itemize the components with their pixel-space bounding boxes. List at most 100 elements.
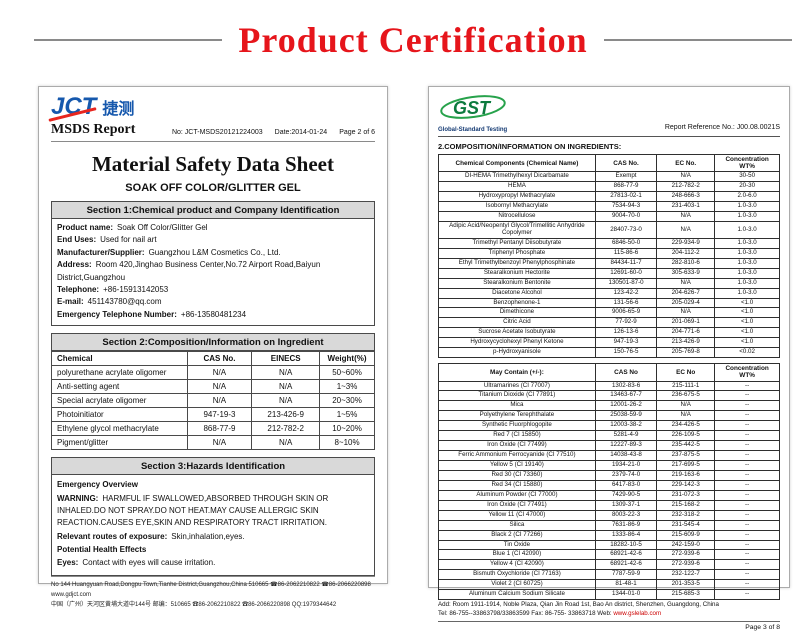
field-row: Relevant routes of exposure: Skin,inhalat… — [57, 531, 369, 543]
table-cell: Isobornyl Methacrylate — [438, 201, 596, 213]
table-cell: Hydroxypropyl Methacrylate — [438, 191, 596, 203]
table-cell: Iron Oxide (CI 77499) — [438, 440, 596, 452]
column-header: Chemical — [51, 351, 188, 367]
table-cell: 305-633-9 — [656, 267, 716, 279]
field-label: Product name: — [57, 223, 114, 232]
table-row: Adipic Acid/Neopentyl Glycol/Trimellitic… — [438, 221, 780, 239]
field-value: Used for nail art — [100, 235, 157, 245]
table-cell: Yellow 4 (CI 42090) — [438, 559, 596, 571]
column-header: May Contain (+/-): — [438, 363, 596, 382]
table-cell: N/A — [251, 365, 321, 381]
table-row: Titanium Dioxide (CI 77891) 13463-67-7 236… — [438, 390, 780, 402]
report-reference: Report Reference No.: J00.08.0021S — [664, 124, 780, 131]
table-cell: 9006-65-9 — [594, 307, 658, 319]
table-cell: 205-769-8 — [656, 347, 716, 359]
column-header: EC No. — [656, 153, 716, 173]
table-row: Mica 12001-26-2 N/A -- — [438, 400, 780, 412]
right-doc-footer: Add: Room 1911-1914, Noble Plaza, Qian J… — [438, 600, 780, 633]
table-cell: 77-92-9 — [594, 317, 658, 329]
table-cell: 1~5% — [319, 407, 375, 423]
field-row: End Uses: Used for nail art — [57, 234, 369, 246]
gst-logo-text: GST — [453, 98, 492, 118]
table-row: Ultramarines (CI 77007) 1302-83-6 215-111-… — [438, 380, 780, 392]
table-cell: 947-19-3 — [594, 337, 658, 349]
table-body: Ultramarines (CI 77007) 1302-83-6 215-111-… — [438, 380, 780, 601]
table-row: Isobornyl Methacrylate 7534-94-3 231-403-1… — [438, 201, 780, 213]
table-cell: 68921-42-6 — [594, 549, 658, 561]
table-header-row: Chemical CAS No. EINECS Weight(%) — [51, 351, 375, 367]
field-row: WARNING: HARMFUL IF SWALLOWED,ABSORBED TH… — [57, 493, 369, 530]
table-cell: 947-19-3 — [186, 407, 253, 423]
gst-logo-swoosh: GST — [440, 95, 506, 119]
table-cell: Photoinitiator — [51, 407, 188, 423]
table-cell: 1.0-3.0 — [714, 237, 780, 249]
table-cell: N/A — [656, 221, 716, 239]
field-row: Eyes: Contact with eyes will cause irrita… — [57, 557, 369, 569]
table-cell: Sucrose Acetate Isobutyrate — [438, 327, 596, 339]
table-cell: N/A — [251, 393, 321, 409]
table-cell: 868-77-9 — [594, 181, 658, 193]
column-header: CAS No — [594, 363, 658, 382]
table-cell: -- — [714, 509, 780, 521]
table-cell: Iron Oxide (CI 77491) — [438, 499, 596, 511]
table-cell: Yellow 11 (CI 47000) — [438, 509, 596, 521]
table-cell: Black 2 (CI 77266) — [438, 529, 596, 541]
field-label: Manufacturer/Supplier: — [57, 247, 145, 257]
table-cell: 18282-10-5 — [594, 539, 658, 551]
table-cell: -- — [714, 519, 780, 531]
footer-tel: Tel: 86-755--33863798/33863599 Fax: 86-7… — [438, 610, 612, 618]
table-cell: 2379-74-0 — [594, 469, 658, 481]
table-cell: -- — [714, 529, 780, 541]
table-cell: 282-810-6 — [656, 257, 716, 269]
table-cell: 25038-59-9 — [594, 410, 658, 422]
table-cell: 204-112-2 — [656, 247, 716, 259]
field-value: Skin,inhalation,eyes. — [171, 531, 245, 541]
table-cell: polyurethane acrylate oligomer — [51, 365, 188, 381]
table-row: Blue 1 (CI 42090) 68921-42-6 272-939-6 -- — [438, 549, 780, 561]
table-cell: p-Hydroxyanisole — [438, 347, 596, 359]
table-body: DI-HEMA Trimethylhexyl Dicarbamate Exempt… — [438, 171, 780, 359]
table-cell: -- — [714, 539, 780, 551]
table-cell: -- — [714, 380, 780, 392]
column-header: EINECS — [251, 351, 321, 367]
table-cell: 1.0-3.0 — [714, 211, 780, 223]
table-cell: -- — [714, 589, 780, 601]
table-cell: 115-86-6 — [594, 247, 658, 259]
table-cell: Polyethylene Terephthalate — [438, 410, 596, 422]
table-row: Ethyl Trimethylbenzoyl Phenylphosphinate… — [438, 257, 780, 269]
field-value: Guangzhou L&M Cosmetics Co., Ltd. — [148, 247, 281, 257]
column-header: CAS No. — [594, 153, 658, 173]
table-row: Violet 2 (CI 60725) 81-48-1 201-353-5 -- — [438, 579, 780, 591]
table-cell: 1934-21-0 — [594, 460, 658, 471]
table-row: Stearalkonium Bentonite 130501-87-0 N/A 1.0… — [438, 277, 780, 289]
table-cell: 201-069-1 — [656, 317, 716, 329]
table-cell: 8003-22-3 — [594, 509, 658, 521]
table-cell: 215-168-2 — [656, 499, 716, 511]
table-header-row: May Contain (+/-): CAS No EC No Concentrati… — [438, 363, 780, 382]
field-value: 451143780@qq.com — [87, 297, 162, 307]
left-doc-footer: No 144 Huangyuan Road,Dongpu Town,Tianhe… — [51, 575, 375, 611]
table-cell: 6846-50-0 — [594, 237, 658, 249]
table-row: Special acrylate oligomer N/A N/A 20~30% — [51, 393, 375, 409]
table-row: Triphenyl Phosphate 115-86-6 204-112-2 1.0-… — [438, 247, 780, 259]
logo-block: JCT 捷测 MSDS Report — [51, 95, 135, 138]
table-cell: N/A — [656, 277, 716, 289]
table-cell: -- — [714, 450, 780, 461]
table-row: Hydroxypropyl Methacrylate 27813-02-1 248-… — [438, 191, 780, 203]
field-row: Emergency Overview — [57, 479, 369, 491]
table-cell: Stearalkonium Bentonite — [438, 277, 596, 289]
table-cell: 28407-73-0 — [594, 221, 658, 239]
table-row: HEMA 868-77-9 212-782-2 20-30 — [438, 181, 780, 193]
table-row: Aluminum Powder (CI 77000) 7429-90-5 231-0… — [438, 489, 780, 501]
table-cell: N/A — [656, 410, 716, 422]
field-label: Telephone: — [57, 284, 100, 294]
table-cell: 215-111-1 — [656, 380, 716, 392]
table-cell: <1.0 — [714, 327, 780, 339]
table-body: polyurethane acrylate oligomer N/A N/A 50~6… — [51, 365, 375, 451]
table-row: Red 7 (CI 15850) 5281-4-9 226-109-5 -- — [438, 430, 780, 442]
table-row: Bismuth Oxychloride (CI 77163) 7787-59-9 2… — [438, 569, 780, 581]
table-cell: 232-122-7 — [656, 569, 716, 581]
table-cell: Ferric Ammonium Ferrocyanide (CI 77510) — [438, 450, 596, 461]
table-cell: 14038-43-8 — [594, 450, 658, 461]
table-cell: N/A — [656, 171, 716, 183]
